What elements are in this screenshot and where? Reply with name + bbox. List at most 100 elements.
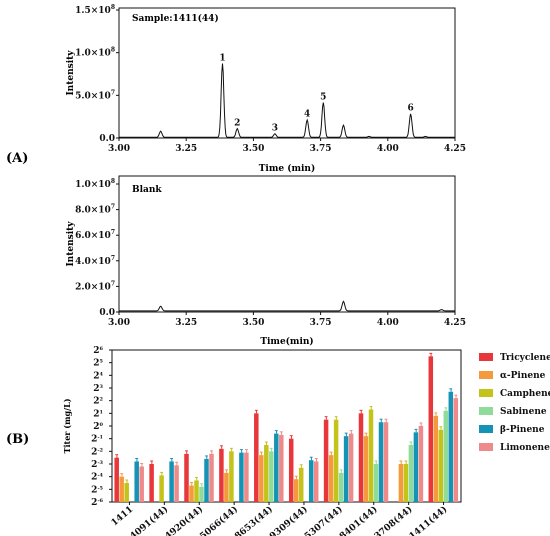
y-tick-label: 8.0×107 (75, 204, 115, 216)
bar (293, 479, 299, 502)
peak-label: 5 (320, 92, 326, 102)
bar (438, 429, 444, 502)
x-tick-label: 3.75 (310, 318, 332, 328)
sample-trace (119, 63, 455, 138)
legend-swatch (479, 443, 493, 451)
legend-label: Limonene (500, 443, 550, 453)
blank-chromatogram: Blank Intensity Time(min) 3.00 3.25 3.50 3.… (66, 175, 466, 347)
peak-label: 2 (234, 118, 240, 128)
legend-swatch (479, 425, 493, 433)
bar (448, 391, 454, 502)
bar (308, 460, 314, 502)
bar (219, 448, 224, 502)
bar (134, 461, 139, 502)
x-tick-label: 4.00 (377, 144, 399, 154)
legend-label: Tricyclene (500, 353, 550, 363)
category-label: 5307(44) (302, 504, 344, 536)
blank-y-axis-label: Intensity (66, 221, 76, 267)
y-tick-label: 2.0×107 (75, 280, 115, 292)
legend-swatch (479, 389, 493, 397)
category-label: 1411(44) (407, 504, 449, 536)
y-tick-label: 0.0 (99, 308, 115, 318)
legend-label: Sabinene (500, 407, 547, 417)
bar (298, 467, 304, 502)
peak-label: 1 (219, 53, 225, 63)
category-label: 1411 (110, 505, 136, 529)
y-tick-label: 1.5×108 (75, 4, 115, 16)
y-tick-label: 2-6 (91, 498, 103, 508)
panel-b-label: (B) (6, 432, 29, 447)
bar (408, 445, 414, 502)
bar (194, 480, 199, 502)
bar (333, 419, 339, 502)
bar (204, 458, 209, 502)
panel-a-label: (A) (6, 151, 28, 166)
bar (274, 433, 279, 502)
bar (174, 465, 179, 502)
x-tick-label: 3.00 (108, 144, 130, 154)
y-tick-label: 2-1 (91, 435, 103, 445)
y-tick-label: 2-2 (91, 447, 103, 457)
bar (139, 466, 144, 502)
y-tick-label: 1.0×108 (75, 47, 115, 59)
category-label: 8653(44) (233, 504, 275, 536)
bar (224, 472, 229, 502)
bar (358, 413, 364, 502)
category-label: 3708(44) (372, 504, 414, 536)
y-tick-label: 23 (93, 384, 103, 394)
bar (264, 445, 269, 502)
legend-swatch (479, 371, 493, 379)
y-tick-label: 5.0×107 (75, 89, 115, 101)
bar (239, 452, 244, 502)
bar (403, 464, 409, 502)
legend-label: Camphene (500, 389, 550, 399)
bar (338, 472, 344, 502)
legend-label: α-Pinene (500, 371, 546, 381)
legend-swatch (479, 407, 493, 415)
bar (418, 426, 424, 502)
bar (363, 436, 369, 502)
bar (199, 486, 204, 502)
x-tick-label: 3.25 (175, 144, 197, 154)
bar (368, 409, 374, 502)
bar (288, 438, 294, 502)
y-tick-label: 2-3 (91, 460, 103, 470)
x-tick-label: 3.50 (242, 318, 264, 328)
titer-bar-chart: Titer (mg/L) 2-6 2-5 2-4 2-3 2-2 2-1 20 21 22 23 2… (62, 346, 550, 536)
category-label: 9309(44) (267, 504, 309, 536)
bar (149, 464, 154, 502)
bar (443, 410, 449, 502)
legend-label: β-Pinene (500, 425, 545, 435)
bar (244, 452, 249, 502)
bar (398, 464, 404, 502)
x-tick-label: 3.75 (310, 144, 332, 154)
sample-plot-frame (118, 7, 456, 139)
bar (229, 451, 234, 502)
x-tick-label: 4.00 (377, 318, 399, 328)
peak-label: 4 (304, 110, 310, 120)
sample-x-axis-label: Time (min) (259, 163, 316, 174)
blank-trace (119, 300, 455, 312)
bar (378, 422, 384, 502)
legend-swatch (479, 353, 493, 361)
peak-label: 6 (408, 104, 414, 114)
bar (184, 453, 189, 502)
y-tick-label: 2-4 (91, 473, 103, 483)
y-tick-label: 20 (93, 422, 103, 432)
category-label: 5066(44) (198, 504, 240, 536)
y-tick-label: 2-5 (91, 485, 103, 495)
sample-chart-title: Sample:1411(44) (132, 13, 219, 24)
sample-y-axis-label: Intensity (66, 50, 76, 96)
y-tick-label: 0.0 (99, 134, 115, 144)
x-tick-label: 3.25 (175, 318, 197, 328)
bar (159, 475, 164, 502)
y-tick-label: 21 (93, 409, 103, 419)
bar (453, 398, 459, 502)
bar (254, 413, 259, 502)
bar (323, 419, 329, 502)
category-label: 4920(44) (163, 504, 205, 536)
bar (433, 415, 439, 502)
bar (259, 455, 264, 502)
category-label: 8401(44) (337, 504, 379, 536)
bar (119, 476, 124, 502)
